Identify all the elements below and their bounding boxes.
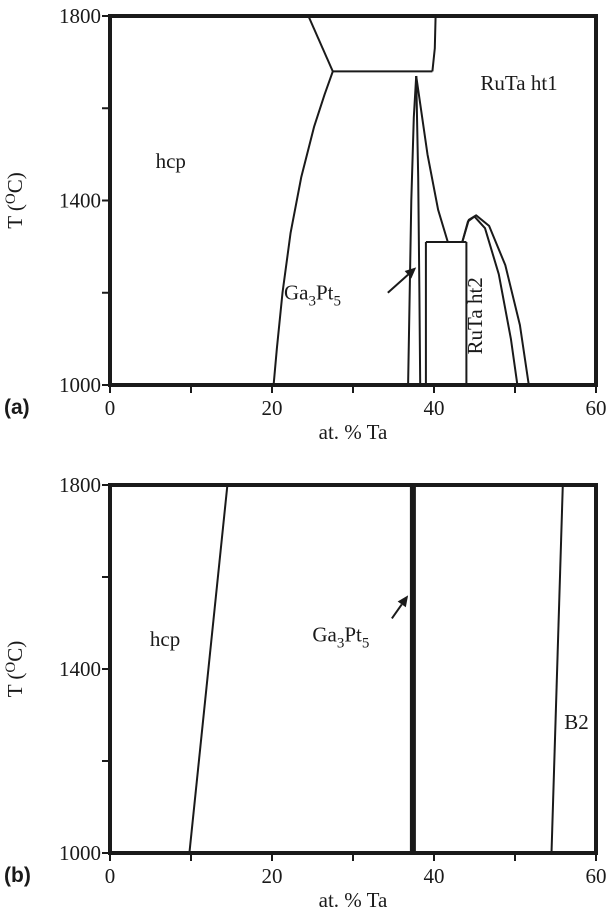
panel-label: (a) bbox=[4, 396, 30, 419]
boundary-ga3pt5-right bbox=[415, 75, 422, 386]
boundary-ga3pt5-left bbox=[407, 75, 418, 386]
x-tick-label: 20 bbox=[262, 864, 283, 888]
plot-frame bbox=[108, 483, 598, 855]
x-tick-label: 60 bbox=[586, 864, 607, 888]
region-label-vertical: RuTa ht2 bbox=[463, 277, 487, 354]
arrow-head bbox=[404, 267, 417, 279]
x-axis-label: at. % Ta bbox=[319, 420, 388, 444]
y-tick-label: 1000 bbox=[59, 373, 101, 397]
phase-label-ga3pt5: Ga3Pt5 bbox=[312, 622, 369, 651]
boundary-right-upper-edge bbox=[431, 15, 437, 72]
boundary-hcp-solvus bbox=[272, 71, 334, 386]
y-tick-label: 1800 bbox=[59, 4, 101, 28]
x-tick-label: 60 bbox=[586, 396, 607, 420]
y-tick-label: 1800 bbox=[59, 473, 101, 497]
x-tick-label: 0 bbox=[105, 396, 116, 420]
y-axis-label: T (OC) bbox=[3, 641, 27, 698]
boundary-hcp-solvus bbox=[188, 484, 229, 854]
boundary-wide-lens bbox=[415, 75, 463, 243]
y-tick-label: 1400 bbox=[59, 657, 101, 681]
arrow-shaft bbox=[391, 603, 403, 619]
arrow-head bbox=[397, 595, 409, 608]
region-label: hcp bbox=[156, 149, 186, 173]
boundary-dome-outer bbox=[461, 214, 530, 386]
x-tick-label: 20 bbox=[262, 396, 283, 420]
panel-label: (b) bbox=[4, 864, 31, 887]
region-label: RuTa ht1 bbox=[480, 71, 557, 95]
y-tick-label: 1400 bbox=[59, 189, 101, 213]
arrow-shaft bbox=[387, 273, 409, 294]
region-label: hcp bbox=[150, 627, 180, 651]
region-label: B2 bbox=[564, 710, 589, 734]
x-axis-label: at. % Ta bbox=[319, 888, 388, 912]
boundary-b2-solvus bbox=[550, 484, 564, 854]
panel-b: 0 20 40 60 1000 1400 1800 at. % Ta T (OC) (b) hcp B… bbox=[3, 473, 607, 912]
x-tick-label: 40 bbox=[424, 396, 445, 420]
y-axis-label: T (OC) bbox=[3, 172, 27, 229]
y-tick-label: 1000 bbox=[59, 841, 101, 865]
boundary-left-upper-edge bbox=[307, 15, 334, 72]
panel-a: 0 20 40 60 1000 1400 1800 at. % Ta T (OC) (a) hcp R… bbox=[3, 4, 607, 444]
x-tick-label: 0 bbox=[105, 864, 116, 888]
x-tick-label: 40 bbox=[424, 864, 445, 888]
phase-label-ga3pt5: Ga3Pt5 bbox=[284, 281, 341, 310]
